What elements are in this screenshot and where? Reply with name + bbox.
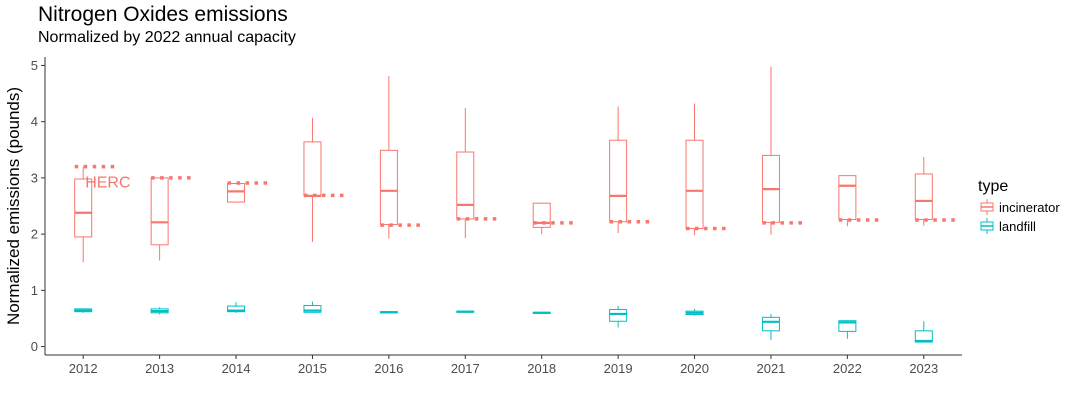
box-iqr: [609, 139, 628, 223]
x-tick-label: 2019: [604, 361, 633, 376]
landfill-box-2020: [685, 308, 704, 316]
box-iqr: [685, 139, 704, 229]
box-iqr: [761, 316, 780, 332]
landfill-box-2023: [914, 321, 933, 343]
x-tick-label: 2020: [680, 361, 709, 376]
landfill-box-2018: [532, 311, 551, 314]
landfill-box-2019: [609, 306, 628, 328]
box-iqr: [532, 202, 551, 228]
y-tick-label: 5: [31, 58, 38, 73]
box-iqr: [838, 320, 857, 332]
legend-label: landfill: [999, 219, 1036, 234]
box-iqr: [914, 173, 933, 220]
incinerator-box-2020: [685, 103, 704, 236]
x-axis: 2012 2013 2014 2015 2016 2017 2018 2019 2020 2021…: [69, 355, 938, 376]
y-tick-label: 0: [31, 339, 38, 354]
box-iqr: [609, 308, 628, 322]
x-tick-label: 2023: [909, 361, 938, 376]
legend-title: type: [978, 178, 1008, 195]
incinerator-box-2023: [914, 157, 933, 226]
landfill-box-2012: [74, 308, 93, 313]
box-iqr: [303, 305, 322, 313]
x-tick-label: 2021: [756, 361, 785, 376]
plot-area: HERC: [74, 66, 959, 343]
incinerator-box-2021: [761, 66, 780, 235]
y-tick-label: 2: [31, 227, 38, 242]
y-axis-title: Normalized emissions (pounds): [4, 87, 23, 325]
incinerator-box-2017: [456, 108, 475, 239]
herc-annotation: HERC: [85, 175, 130, 192]
incinerator-box-2022: [838, 175, 857, 227]
x-tick-label: 2012: [69, 361, 98, 376]
box-iqr: [227, 305, 246, 313]
chart-title: Nitrogen Oxides emissions: [38, 3, 288, 26]
chart-subtitle: Normalized by 2022 annual capacity: [38, 29, 296, 46]
y-tick-label: 1: [31, 283, 38, 298]
legend-item-landfill: landfill: [980, 218, 1036, 234]
box-iqr: [227, 183, 246, 203]
incinerator-box-2014: [227, 183, 246, 203]
landfill-box-2022: [838, 320, 857, 339]
box-iqr: [914, 330, 933, 343]
y-tick-label: 4: [31, 114, 38, 129]
legend-item-incinerator: incinerator: [980, 199, 1060, 215]
landfill-box-2016: [379, 311, 398, 314]
incinerator-box-2013: [150, 177, 169, 261]
incinerator-box-2018: [532, 202, 551, 235]
box-iqr: [838, 175, 857, 220]
box-iqr: [150, 177, 169, 246]
landfill-box-2015: [303, 301, 322, 313]
x-tick-label: 2022: [833, 361, 862, 376]
x-tick-label: 2016: [374, 361, 403, 376]
incinerator-box-2016: [379, 76, 398, 239]
incinerator-box-2012: [74, 166, 93, 263]
x-tick-label: 2014: [222, 361, 251, 376]
x-tick-label: 2017: [451, 361, 480, 376]
y-tick-label: 3: [31, 170, 38, 185]
box-iqr: [303, 141, 322, 197]
box-iqr: [379, 149, 398, 226]
landfill-box-2017: [456, 310, 475, 313]
x-tick-label: 2015: [298, 361, 327, 376]
x-tick-label: 2018: [527, 361, 556, 376]
x-tick-label: 2013: [145, 361, 174, 376]
box-iqr: [456, 151, 475, 220]
y-axis: 0 1 2 3 4 5: [31, 58, 45, 354]
incinerator-box-2015: [303, 117, 322, 242]
legend-label: incinerator: [999, 200, 1060, 215]
incinerator-box-2019: [609, 106, 628, 233]
landfill-box-2013: [150, 307, 169, 315]
box-iqr: [74, 178, 93, 238]
legend: type incinerator landfill: [978, 178, 1060, 234]
landfill-box-2021: [761, 313, 780, 340]
landfill-box-2014: [227, 302, 246, 313]
